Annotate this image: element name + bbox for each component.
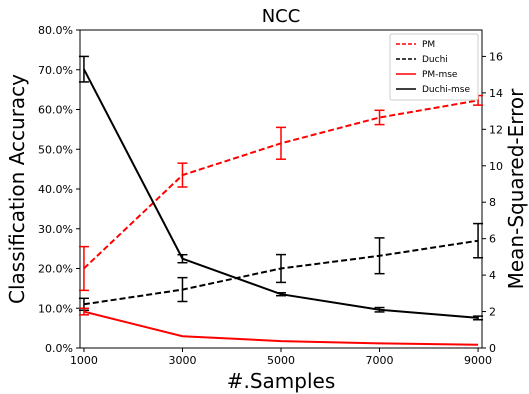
legend-label-pm: PM	[422, 40, 435, 50]
x-axis-title: #.Samples	[227, 369, 336, 393]
series-line-pm-mse	[83, 310, 479, 346]
y-axis-right-title: Mean-Squared-Error	[504, 88, 528, 290]
y-axis-left-title: Classification Accuracy	[5, 74, 29, 304]
y-right-tick-label: 12	[489, 123, 503, 136]
legend-label-duchi: Duchi	[422, 55, 448, 65]
y-left-tick-label: 0.0%	[45, 342, 73, 355]
y-left-tick-label: 60.0%	[38, 104, 73, 117]
x-tick-label: 9000	[464, 354, 492, 367]
y-left-tick-label: 80.0%	[38, 24, 73, 37]
y-right-tick-label: 8	[489, 196, 496, 209]
y-right-tick-label: 4	[489, 269, 496, 282]
chart-title: NCC	[262, 6, 301, 27]
x-tick-label: 1000	[70, 354, 98, 367]
y-right-tick-label: 6	[489, 233, 496, 246]
legend: PM Duchi PM-mse Duchi-mse	[389, 33, 479, 101]
y-left-tick-label: 30.0%	[38, 223, 73, 236]
y-right-tick-label: 16	[489, 50, 503, 63]
y-left-tick-label: 20.0%	[38, 263, 73, 276]
x-tick-label: 3000	[168, 354, 196, 367]
y-right-tick-label: 10	[489, 160, 503, 173]
x-tick-label: 7000	[366, 354, 394, 367]
y-left-tick-label: 50.0%	[38, 143, 73, 156]
legend-box	[389, 33, 479, 101]
y-left-tick-label: 40.0%	[38, 183, 73, 196]
x-tick-label: 5000	[267, 354, 295, 367]
y-right-tick-label: 0	[489, 342, 496, 355]
y-right-tick-label: 2	[489, 306, 496, 319]
y-right-tick-label: 14	[489, 87, 503, 100]
legend-label-pm-mse: PM-mse	[422, 70, 458, 80]
y-left-tick-label: 10.0%	[38, 302, 73, 315]
y-left-tick-label: 70.0%	[38, 64, 73, 77]
legend-label-duchi-mse: Duchi-mse	[422, 85, 470, 95]
